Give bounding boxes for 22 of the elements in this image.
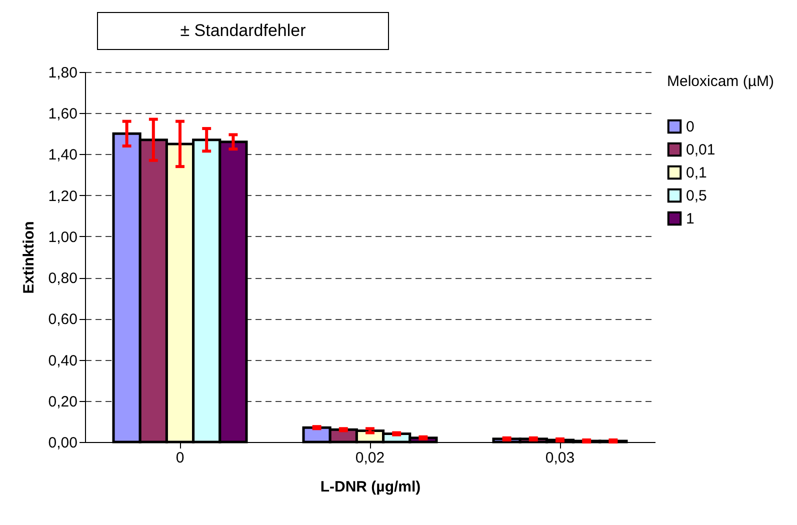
y-tick-label: 1,80 — [48, 64, 78, 82]
x-tick-label: 0,03 — [545, 450, 575, 466]
legend-label: 0,1 — [686, 164, 707, 182]
legend-label: 0 — [686, 118, 694, 136]
y-tick-label: 0,40 — [48, 352, 78, 370]
y-tick-label: 1,00 — [48, 228, 78, 246]
y-tick-label: 1,40 — [48, 146, 78, 164]
legend-label: 1 — [686, 210, 694, 228]
x-axis-title: L-DNR (µg/ml) — [320, 478, 421, 496]
y-tick-label: 0,00 — [48, 434, 78, 452]
legend-title: Meloxicam (µM) — [667, 73, 774, 90]
legend-label: 0,5 — [686, 188, 707, 204]
y-tick-label: 1,60 — [48, 106, 78, 123]
x-tick-label: 0 — [176, 450, 184, 466]
y-tick-label: 0,60 — [48, 311, 78, 328]
y-tick-label: 0,20 — [48, 393, 78, 410]
y-axis-title: Extinktion — [20, 221, 38, 294]
legend-label: 0,01 — [686, 142, 716, 158]
y-tick-label: 1,20 — [48, 188, 78, 205]
x-tick-label: 0,02 — [355, 450, 385, 466]
y-tick-label: 0,80 — [48, 270, 78, 288]
text: ± Standardfehler — [180, 21, 306, 41]
